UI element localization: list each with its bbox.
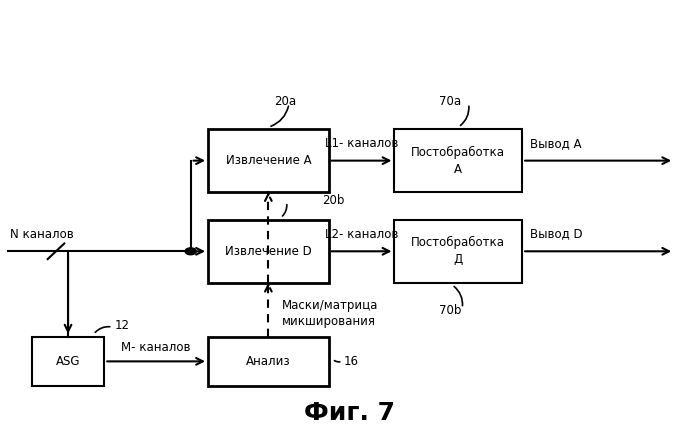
Text: Фиг. 7: Фиг. 7 bbox=[304, 401, 395, 425]
Bar bbox=[208, 220, 329, 282]
Text: Извлечение A: Извлечение A bbox=[226, 154, 311, 167]
Text: Маски/матрица
микширования: Маски/матрица микширования bbox=[282, 299, 379, 328]
Text: Извлечение D: Извлечение D bbox=[225, 245, 312, 258]
Bar bbox=[208, 337, 329, 386]
Text: Постобработка
А: Постобработка А bbox=[411, 146, 505, 176]
Text: 70b: 70b bbox=[439, 304, 461, 317]
Text: 70a: 70a bbox=[439, 95, 461, 108]
Text: Анализ: Анализ bbox=[246, 355, 291, 368]
Text: 12: 12 bbox=[115, 319, 130, 332]
Text: ASG: ASG bbox=[56, 355, 80, 368]
Text: 20a: 20a bbox=[275, 95, 296, 108]
Text: Вывод А: Вывод А bbox=[531, 137, 582, 150]
Text: М- каналов: М- каналов bbox=[122, 341, 191, 354]
Circle shape bbox=[185, 248, 196, 255]
Text: L2- каналов: L2- каналов bbox=[325, 227, 398, 241]
Text: L1- каналов: L1- каналов bbox=[325, 137, 398, 150]
Text: N каналов: N каналов bbox=[10, 227, 73, 241]
Text: Постобработка
Д: Постобработка Д bbox=[411, 236, 505, 266]
Bar bbox=[31, 337, 104, 386]
Bar bbox=[394, 129, 522, 192]
Text: Вывод D: Вывод D bbox=[531, 227, 583, 241]
Text: 20b: 20b bbox=[322, 194, 344, 207]
Bar bbox=[394, 220, 522, 282]
Text: 16: 16 bbox=[344, 355, 359, 368]
Bar bbox=[208, 129, 329, 192]
